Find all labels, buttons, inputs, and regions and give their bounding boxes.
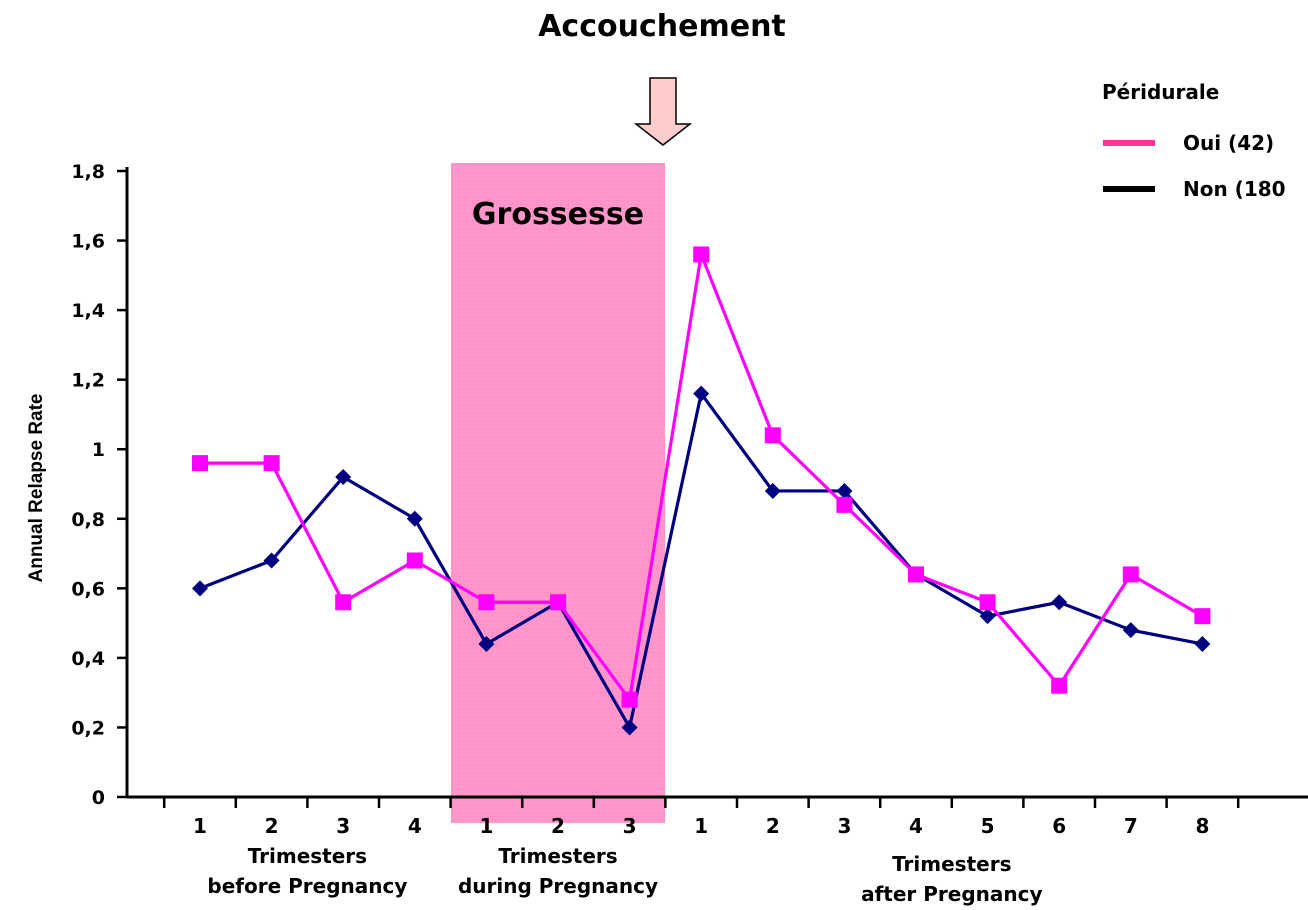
group-label-line1: Trimesters <box>498 844 617 868</box>
x-tick-label: 3 <box>623 814 637 838</box>
data-point-oui <box>621 691 638 708</box>
data-point-oui <box>908 566 924 583</box>
group-label-line2: before Pregnancy <box>207 874 407 898</box>
data-point-non <box>335 469 352 486</box>
data-point-non <box>406 510 423 527</box>
x-group-labels: Trimesters before Pregnancy Trimesters duri… <box>207 844 1042 906</box>
data-point-oui <box>406 552 423 569</box>
data-point-oui <box>478 594 495 611</box>
legend-title: Péridurale <box>1102 80 1219 104</box>
data-point-non <box>1051 594 1068 611</box>
data-point-non <box>192 580 208 597</box>
y-tick-label: 0,2 <box>71 717 105 739</box>
data-point-oui <box>764 427 781 444</box>
data-point-oui <box>263 455 280 472</box>
x-category-labels: 1 2 3 4 1 2 3 1 2 3 4 5 6 7 8 <box>193 814 1209 838</box>
data-point-non <box>1194 635 1211 652</box>
y-tick-label: 1,6 <box>71 231 105 253</box>
x-tick-label: 3 <box>837 814 851 838</box>
x-tick-label: 4 <box>909 814 923 838</box>
data-point-oui <box>1051 677 1068 694</box>
y-axis-title: Annual Relapse Rate <box>26 394 47 583</box>
y-tick-label: 1,4 <box>71 300 105 322</box>
x-tick-label: 8 <box>1195 814 1209 838</box>
data-point-non <box>979 608 996 625</box>
data-point-non <box>836 482 853 499</box>
y-tick-label: 0 <box>92 787 105 809</box>
y-tick-label: 0,8 <box>71 509 105 531</box>
data-point-oui <box>1122 566 1139 583</box>
y-axis-ticks: 0 0,2 0,4 0,6 0,8 1 1,2 1,4 1,6 1,8 <box>71 161 127 809</box>
data-point-oui <box>550 594 566 611</box>
legend: Péridurale Oui (42) Non (180 <box>1102 80 1286 201</box>
x-tick-label: 4 <box>408 814 422 838</box>
x-tick-label: 1 <box>193 814 207 838</box>
data-point-non <box>693 385 710 402</box>
data-point-non <box>621 719 638 736</box>
series-layer <box>192 246 1211 736</box>
data-point-oui <box>1194 608 1211 625</box>
data-point-oui <box>693 246 710 263</box>
x-tick-label: 2 <box>551 814 565 838</box>
x-axis-ticks <box>162 797 1240 808</box>
data-point-oui <box>192 455 208 472</box>
y-tick-label: 1 <box>92 439 105 461</box>
x-tick-label: 5 <box>981 814 995 838</box>
data-point-oui <box>979 594 996 611</box>
x-tick-label: 1 <box>694 814 708 838</box>
group-label-line1: Trimesters <box>248 844 367 868</box>
x-tick-label: 2 <box>766 814 780 838</box>
chart-title: Accouchement <box>538 9 786 44</box>
y-tick-label: 0,4 <box>71 648 105 670</box>
group-label-line2: during Pregnancy <box>458 874 658 898</box>
delivery-arrow-icon <box>633 77 693 146</box>
x-tick-label: 2 <box>265 814 279 838</box>
pregnancy-band-label: Grossesse <box>472 197 644 232</box>
data-point-non <box>478 635 495 652</box>
data-point-non <box>1122 622 1139 639</box>
data-point-oui <box>335 594 352 611</box>
data-point-non <box>263 552 280 569</box>
y-tick-label: 0,6 <box>71 578 105 600</box>
pregnancy-band <box>451 163 665 823</box>
legend-label-oui: Oui (42) <box>1183 131 1274 155</box>
y-tick-label: 1,2 <box>71 370 105 392</box>
group-label-line2: after Pregnancy <box>861 882 1042 906</box>
x-tick-label: 3 <box>336 814 350 838</box>
x-tick-label: 7 <box>1124 814 1138 838</box>
x-tick-label: 6 <box>1052 814 1066 838</box>
data-point-non <box>764 482 781 499</box>
y-tick-label: 1,8 <box>71 161 105 183</box>
data-point-oui <box>836 496 853 513</box>
x-tick-label: 1 <box>479 814 493 838</box>
group-label-line1: Trimesters <box>892 852 1011 876</box>
legend-label-non: Non (180 <box>1183 177 1286 201</box>
